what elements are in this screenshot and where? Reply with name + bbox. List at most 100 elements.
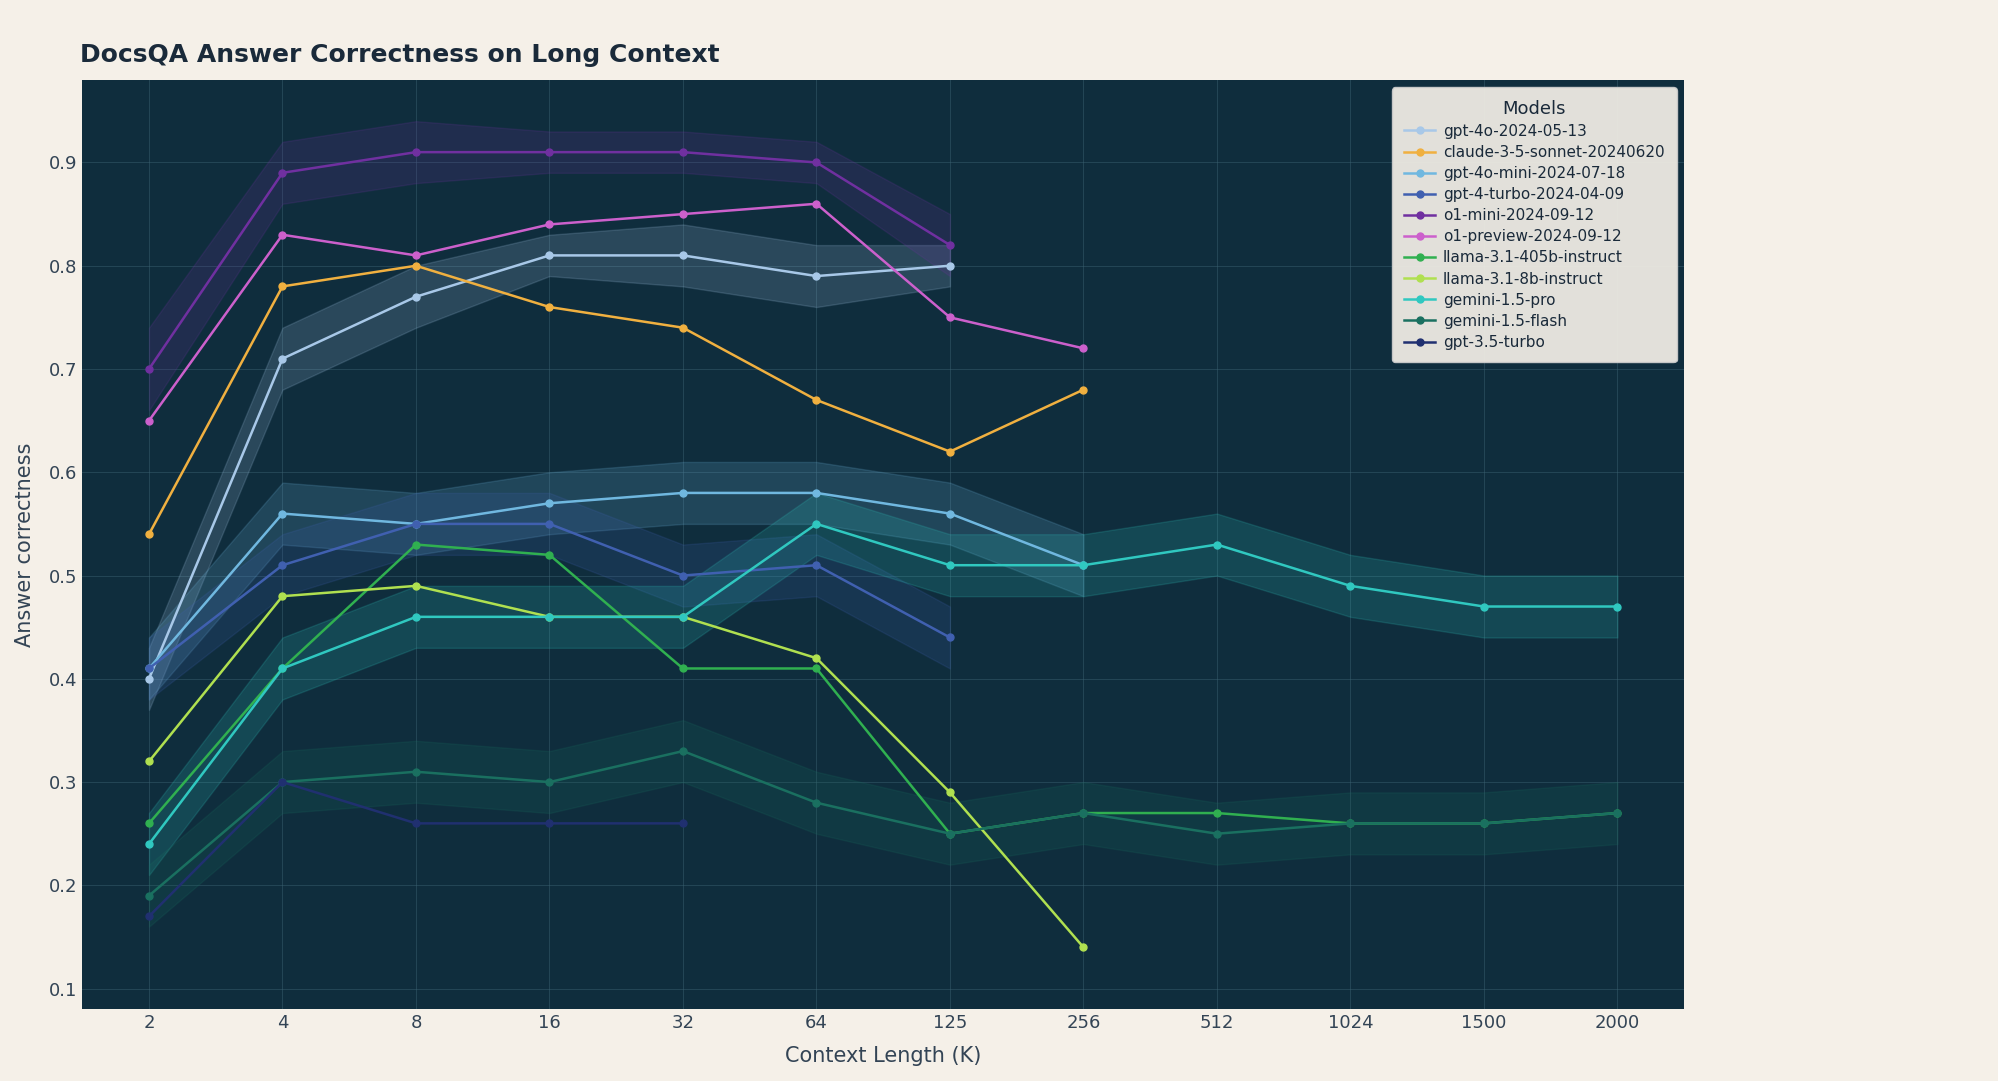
o1-mini-2024-09-12 [270, 166, 294, 179]
llama-3.1-405b-instruct [138, 817, 162, 830]
o1-preview-2024-09-12 [937, 311, 961, 324]
X-axis label: Context Length (K): Context Length (K) [785, 1046, 981, 1066]
gemini-1.5-pro [803, 518, 827, 531]
llama-3.1-8b-instruct [537, 611, 561, 624]
Line: o1-preview-2024-09-12: o1-preview-2024-09-12 [146, 200, 1087, 424]
gemini-1.5-pro [671, 611, 695, 624]
gpt-4o-mini-2024-07-18 [537, 497, 561, 510]
Line: claude-3-5-sonnet-20240620: claude-3-5-sonnet-20240620 [146, 263, 1087, 537]
gpt-3.5-turbo [270, 775, 294, 788]
gpt-3.5-turbo [537, 817, 561, 830]
Line: o1-mini-2024-09-12: o1-mini-2024-09-12 [146, 149, 953, 373]
o1-preview-2024-09-12 [1071, 342, 1095, 355]
o1-preview-2024-09-12 [270, 228, 294, 241]
llama-3.1-8b-instruct [1071, 940, 1095, 953]
gpt-4o-2024-05-13 [138, 672, 162, 685]
gemini-1.5-flash [404, 765, 428, 778]
gemini-1.5-flash [1339, 817, 1363, 830]
Line: gpt-4o-mini-2024-07-18: gpt-4o-mini-2024-07-18 [146, 490, 1087, 672]
gemini-1.5-flash [537, 775, 561, 788]
Y-axis label: Answer correctness: Answer correctness [16, 442, 36, 646]
llama-3.1-405b-instruct [1471, 817, 1495, 830]
gpt-4o-mini-2024-07-18 [404, 518, 428, 531]
gpt-4o-2024-05-13 [404, 290, 428, 303]
Line: gpt-4-turbo-2024-04-09: gpt-4-turbo-2024-04-09 [146, 520, 953, 672]
gpt-4o-mini-2024-07-18 [671, 486, 695, 499]
gpt-4o-2024-05-13 [671, 249, 695, 262]
gemini-1.5-flash [937, 827, 961, 840]
claude-3-5-sonnet-20240620 [1071, 383, 1095, 396]
llama-3.1-405b-instruct [537, 548, 561, 561]
gemini-1.5-flash [1071, 806, 1095, 819]
gpt-4-turbo-2024-04-09 [803, 559, 827, 572]
Line: llama-3.1-8b-instruct: llama-3.1-8b-instruct [146, 583, 1087, 951]
gemini-1.5-pro [1205, 538, 1229, 551]
gemini-1.5-pro [138, 838, 162, 851]
gemini-1.5-flash [270, 775, 294, 788]
gemini-1.5-pro [1471, 600, 1495, 613]
Line: gpt-3.5-turbo: gpt-3.5-turbo [146, 778, 685, 920]
gpt-3.5-turbo [671, 817, 695, 830]
gpt-4-turbo-2024-04-09 [270, 559, 294, 572]
gpt-4o-mini-2024-07-18 [803, 486, 827, 499]
o1-mini-2024-09-12 [404, 146, 428, 159]
llama-3.1-8b-instruct [138, 755, 162, 768]
llama-3.1-8b-instruct [803, 652, 827, 665]
o1-preview-2024-09-12 [537, 218, 561, 231]
gpt-4o-mini-2024-07-18 [138, 662, 162, 675]
o1-preview-2024-09-12 [404, 249, 428, 262]
o1-mini-2024-09-12 [138, 362, 162, 375]
gpt-4o-2024-05-13 [270, 352, 294, 365]
claude-3-5-sonnet-20240620 [537, 301, 561, 313]
gpt-4-turbo-2024-04-09 [671, 569, 695, 582]
gemini-1.5-pro [937, 559, 961, 572]
llama-3.1-405b-instruct [270, 662, 294, 675]
llama-3.1-405b-instruct [1071, 806, 1095, 819]
gpt-4o-mini-2024-07-18 [270, 507, 294, 520]
llama-3.1-405b-instruct [671, 662, 695, 675]
o1-preview-2024-09-12 [803, 198, 827, 211]
gpt-4o-2024-05-13 [937, 259, 961, 272]
Line: gemini-1.5-flash: gemini-1.5-flash [146, 748, 1620, 899]
gemini-1.5-pro [404, 611, 428, 624]
llama-3.1-405b-instruct [803, 662, 827, 675]
gpt-4o-2024-05-13 [537, 249, 561, 262]
gemini-1.5-flash [803, 797, 827, 810]
o1-mini-2024-09-12 [537, 146, 561, 159]
gpt-4-turbo-2024-04-09 [138, 662, 162, 675]
claude-3-5-sonnet-20240620 [937, 445, 961, 458]
llama-3.1-8b-instruct [937, 786, 961, 799]
Line: gpt-4o-2024-05-13: gpt-4o-2024-05-13 [146, 252, 953, 682]
gpt-3.5-turbo [404, 817, 428, 830]
gpt-3.5-turbo [138, 910, 162, 923]
llama-3.1-405b-instruct [1339, 817, 1363, 830]
o1-mini-2024-09-12 [937, 239, 961, 252]
gemini-1.5-pro [1604, 600, 1628, 613]
llama-3.1-8b-instruct [671, 611, 695, 624]
claude-3-5-sonnet-20240620 [138, 528, 162, 540]
gpt-4-turbo-2024-04-09 [404, 518, 428, 531]
Line: gemini-1.5-pro: gemini-1.5-pro [146, 520, 1620, 848]
gpt-4o-2024-05-13 [803, 269, 827, 282]
o1-mini-2024-09-12 [671, 146, 695, 159]
gemini-1.5-flash [138, 890, 162, 903]
claude-3-5-sonnet-20240620 [270, 280, 294, 293]
o1-preview-2024-09-12 [138, 414, 162, 427]
claude-3-5-sonnet-20240620 [803, 393, 827, 406]
o1-preview-2024-09-12 [671, 208, 695, 221]
Legend: gpt-4o-2024-05-13, claude-3-5-sonnet-20240620, gpt-4o-mini-2024-07-18, gpt-4-tur: gpt-4o-2024-05-13, claude-3-5-sonnet-202… [1391, 88, 1676, 362]
gemini-1.5-pro [270, 662, 294, 675]
gemini-1.5-pro [537, 611, 561, 624]
gpt-4-turbo-2024-04-09 [537, 518, 561, 531]
claude-3-5-sonnet-20240620 [671, 321, 695, 334]
gemini-1.5-pro [1339, 579, 1363, 592]
gemini-1.5-flash [1471, 817, 1495, 830]
gpt-4o-mini-2024-07-18 [1071, 559, 1095, 572]
claude-3-5-sonnet-20240620 [404, 259, 428, 272]
gpt-4o-mini-2024-07-18 [937, 507, 961, 520]
Line: llama-3.1-405b-instruct: llama-3.1-405b-instruct [146, 542, 1620, 837]
gemini-1.5-pro [1071, 559, 1095, 572]
llama-3.1-405b-instruct [404, 538, 428, 551]
llama-3.1-405b-instruct [937, 827, 961, 840]
gemini-1.5-flash [671, 745, 695, 758]
